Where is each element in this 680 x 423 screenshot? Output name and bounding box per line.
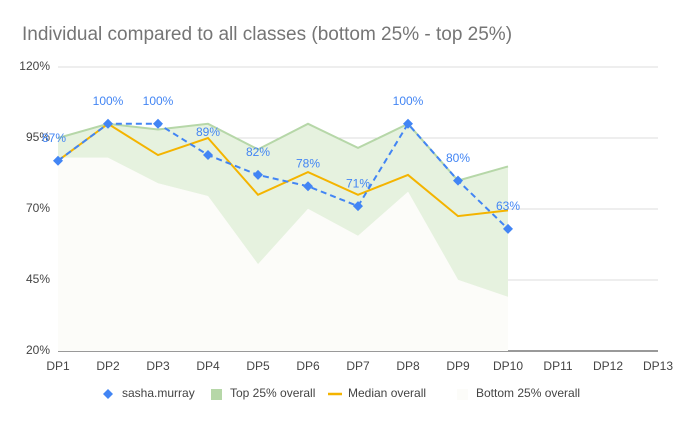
x-tick-label: DP4 — [196, 359, 220, 373]
diamond-marker — [503, 223, 513, 234]
data-label: 100% — [393, 94, 424, 108]
diamond-marker — [203, 150, 213, 161]
legend-label: Top 25% overall — [230, 386, 315, 400]
data-label: 71% — [346, 176, 370, 190]
data-label: 82% — [246, 145, 270, 159]
diamond-marker — [403, 118, 413, 129]
x-tick-label: DP5 — [246, 359, 270, 373]
diamond-marker — [453, 175, 463, 186]
x-tick-label: DP12 — [593, 359, 623, 373]
legend-swatch — [103, 389, 113, 399]
median-line — [57, 122, 509, 218]
data-label: 100% — [93, 94, 124, 108]
area-fill — [58, 157, 508, 351]
area-edge — [58, 157, 509, 298]
x-tick-label: DP8 — [396, 359, 420, 373]
data-label: 78% — [296, 156, 320, 170]
legend-label: Bottom 25% overall — [476, 386, 580, 400]
legend-swatch — [211, 389, 222, 400]
y-tick-label: 45% — [26, 272, 50, 286]
diamond-marker — [353, 201, 363, 212]
diamond-marker — [253, 169, 263, 180]
x-tick-label: DP1 — [46, 359, 70, 373]
data-label: 63% — [496, 199, 520, 213]
data-label: 89% — [196, 125, 220, 139]
x-tick-label: DP10 — [493, 359, 523, 373]
legend-label: Median overall — [348, 386, 426, 400]
x-tick-label: DP9 — [446, 359, 470, 373]
marks — [53, 118, 513, 234]
x-tick-label: DP7 — [346, 359, 370, 373]
x-tick-label: DP11 — [543, 359, 572, 373]
diamond-marker — [153, 118, 163, 129]
x-tick-label: DP13 — [643, 359, 673, 373]
dashed-line — [57, 122, 509, 230]
data-label: 80% — [446, 151, 470, 165]
data-label: 87% — [42, 131, 66, 145]
diamond-marker — [103, 118, 113, 129]
x-tick-label: DP6 — [296, 359, 320, 373]
diamond-marker — [303, 181, 313, 192]
y-tick-label: 95% — [26, 130, 50, 144]
chart-title: Individual compared to all classes (bott… — [22, 24, 512, 45]
y-tick-label: 20% — [26, 343, 50, 357]
legend-swatch — [457, 389, 468, 400]
diamond-marker — [53, 155, 63, 166]
x-tick-label: DP2 — [96, 359, 120, 373]
x-tick-label: DP3 — [146, 359, 170, 373]
legend-label: sasha.murray — [122, 386, 195, 400]
y-tick-label: 120% — [19, 59, 50, 73]
data-label: 100% — [143, 94, 174, 108]
y-tick-label: 70% — [26, 201, 50, 215]
